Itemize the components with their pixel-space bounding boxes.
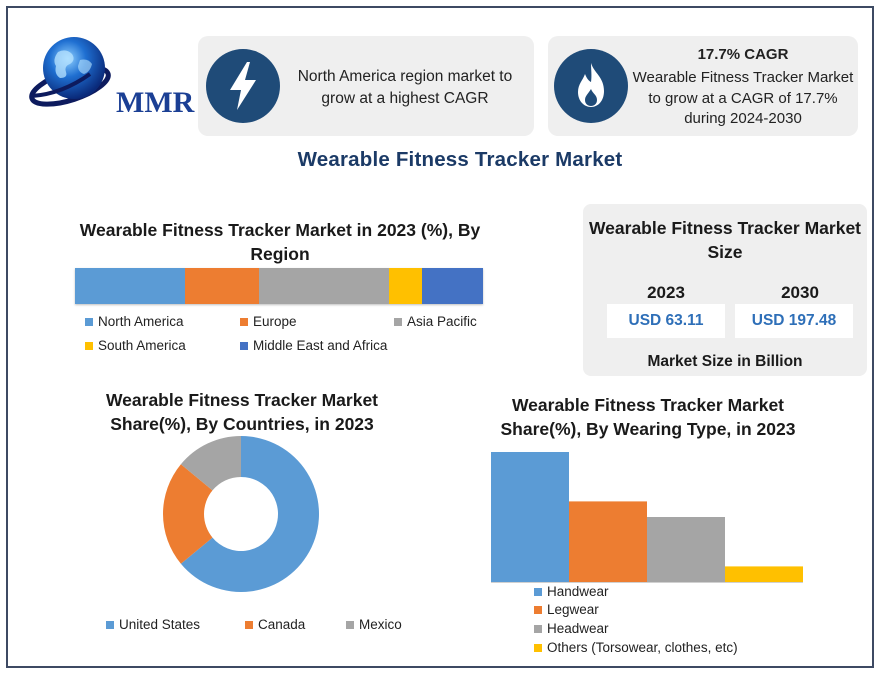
legend-label: Handwear [547, 584, 609, 599]
page-title: Wearable Fitness Tracker Market [297, 148, 623, 171]
legend-label: Legwear [547, 602, 599, 617]
mmr-logo: MMR [28, 30, 194, 120]
legend-swatch [346, 620, 354, 629]
cagr-card: 17.7% CAGR Wearable Fitness Tracker Mark… [548, 36, 858, 136]
legend-swatch [85, 317, 93, 326]
bar-handwear [491, 452, 569, 582]
market-size-title: Wearable Fitness Tracker Market Size [588, 218, 862, 262]
region-segment-north-america [75, 268, 186, 304]
legend-united-states: United States [106, 617, 200, 632]
legend-swatch [534, 605, 542, 614]
donut-slice-canada [163, 464, 213, 564]
country-donut-chart [163, 436, 319, 592]
donut-slice-mexico [180, 436, 241, 491]
region-chart-title: Wearable Fitness Tracker Market in 2023 … [79, 220, 481, 264]
legend-label: Middle East and Africa [253, 338, 388, 353]
legend-label: Mexico [359, 617, 402, 632]
legend-headwear: Headwear [534, 621, 609, 636]
region-segment-south-america [389, 268, 422, 304]
legend-north-america: North America [85, 314, 184, 329]
legend-label: United States [119, 617, 201, 632]
bar-headwear [647, 517, 725, 582]
legend-middle-east-africa: Middle East and Africa [240, 338, 387, 353]
legend-swatch [240, 341, 248, 350]
legend-label: North America [98, 314, 184, 329]
market-size-unit: Market Size in Billion [647, 353, 803, 370]
flame-icon [554, 49, 628, 123]
cagr-title: 17.7% CAGR [697, 46, 789, 63]
legend-canada: Canada [245, 617, 305, 632]
value-2030-box: USD 197.48 [735, 304, 853, 338]
year-2030-label: 2030 [781, 283, 819, 302]
legend-label: Others (Torsowear, clothes, etc) [547, 640, 738, 655]
legend-europe: Europe [240, 314, 297, 329]
legend-label: Asia Pacific [407, 314, 477, 329]
year-2023-label: 2023 [647, 283, 685, 302]
wearing-type-chart-title: Wearable Fitness Tracker Market Share(%)… [500, 395, 796, 439]
region-stacked-bar [75, 268, 483, 304]
legend-mexico: Mexico [346, 617, 402, 632]
globe-icon [29, 37, 111, 107]
bar-others-torsowear-clothes-etc [725, 566, 803, 582]
region-segment-middle-east-and-africa [421, 268, 483, 304]
legend-others: Others (Torsowear, clothes, etc) [534, 640, 738, 655]
legend-label: Headwear [547, 621, 609, 636]
country-chart-title: Wearable Fitness Tracker Market Share(%)… [105, 390, 379, 434]
legend-handwear: Handwear [534, 584, 609, 599]
legend-asia-pacific: Asia Pacific [394, 314, 477, 329]
legend-swatch [245, 620, 253, 629]
legend-swatch [534, 643, 542, 652]
wearing-type-bar-chart [491, 452, 803, 583]
legend-label: Canada [258, 617, 306, 632]
legend-south-america: South America [85, 338, 186, 353]
region-segment-europe [185, 268, 259, 304]
legend-swatch [85, 341, 93, 350]
legend-swatch [240, 317, 248, 326]
cagr-text: Wearable Fitness Tracker Market to grow … [632, 69, 854, 127]
region-segment-asia-pacific [258, 268, 390, 304]
logo-text: MMR [116, 86, 195, 119]
region-highlight-card: North America region market to grow at a… [198, 36, 534, 136]
legend-swatch [394, 317, 402, 326]
market-size-panel: Wearable Fitness Tracker Market Size 202… [583, 204, 867, 376]
legend-label: South America [98, 338, 186, 353]
bar-legwear [569, 501, 647, 582]
legend-swatch [106, 620, 114, 629]
legend-swatch [534, 587, 542, 596]
lightning-icon [206, 49, 280, 123]
donut-slice-united-states [180, 436, 319, 592]
infographic-frame [6, 6, 874, 668]
value-2023-box: USD 63.11 [607, 304, 725, 338]
legend-label: Europe [253, 314, 297, 329]
legend-legwear: Legwear [534, 602, 599, 617]
legend-swatch [534, 624, 542, 633]
region-highlight-text: North America region market to grow at a… [297, 68, 513, 107]
